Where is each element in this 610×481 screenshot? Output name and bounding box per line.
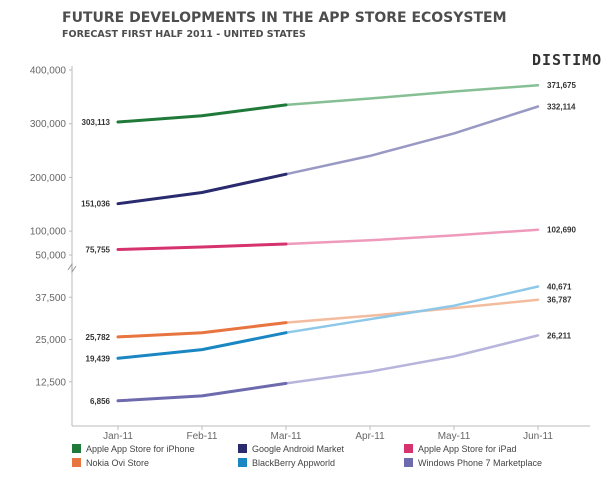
series-line-forecast <box>284 105 540 176</box>
brand-logo: DISTIMO <box>532 51 602 69</box>
y-tick-label: 200,000 <box>30 173 67 184</box>
y-tick-label: 12,500 <box>35 377 66 388</box>
y-tick-label: 300,000 <box>30 119 67 130</box>
legend-label: Google Android Market <box>252 444 345 454</box>
legend-label: Nokia Ovi Store <box>86 458 149 468</box>
legend: Apple App Store for iPhone Google Android… <box>72 444 542 468</box>
data-label-end: 26,211 <box>547 331 572 340</box>
y-tick-label: 50,000 <box>35 251 66 262</box>
data-label-end: 332,114 <box>547 102 576 111</box>
data-label-end: 40,671 <box>547 283 572 292</box>
data-label-end: 371,675 <box>547 81 576 90</box>
series-line-actual <box>116 381 288 403</box>
x-tick-label: May-11 <box>438 431 471 442</box>
chart-title: FUTURE DEVELOPMENTS IN THE APP STORE ECO… <box>62 10 507 26</box>
series-line-forecast <box>284 298 540 324</box>
legend-label: Apple App Store for iPhone <box>86 444 195 454</box>
series-line-actual <box>116 242 288 251</box>
legend-swatch <box>238 444 247 453</box>
x-tick-label: Jun-11 <box>523 431 553 442</box>
legend-label: BlackBerry Appworld <box>252 458 335 468</box>
data-label-start: 19,439 <box>86 354 111 363</box>
y-tick-label: 25,000 <box>35 335 66 346</box>
data-label-start: 151,036 <box>81 200 110 209</box>
series-line-forecast <box>284 285 540 334</box>
legend-swatch <box>72 458 81 467</box>
plot-area: 100,000 200,000 300,000 400,000 303,113 371,6… <box>30 66 590 442</box>
legend-swatch <box>238 458 247 467</box>
x-tick-label: Feb-11 <box>187 431 218 442</box>
series-line-forecast <box>284 83 540 107</box>
data-label-end: 102,690 <box>547 226 576 235</box>
data-label-start: 75,755 <box>86 246 111 255</box>
series-line-actual <box>116 321 288 339</box>
y-tick-label: 400,000 <box>30 66 67 77</box>
data-label-end: 36,787 <box>547 296 572 305</box>
legend-swatch <box>404 444 413 453</box>
y-tick-label: 100,000 <box>30 227 67 238</box>
data-label-start: 6,856 <box>90 397 111 406</box>
legend-label: Apple App Store for iPad <box>418 444 517 454</box>
series-line-forecast <box>284 228 540 246</box>
x-tick-label: Jan-11 <box>103 431 133 442</box>
data-label-start: 25,782 <box>86 333 111 342</box>
axis-break-icon <box>67 262 77 274</box>
chart-subtitle: FORECAST FIRST HALF 2011 - UNITED STATES <box>62 29 306 40</box>
series-line-actual <box>116 103 288 124</box>
legend-label: Windows Phone 7 Marketplace <box>418 458 542 468</box>
legend-swatch <box>72 444 81 453</box>
data-label-start: 303,113 <box>82 118 111 127</box>
series-line-actual <box>116 331 288 360</box>
x-tick-label: Mar-11 <box>271 431 302 442</box>
series-line-actual <box>116 172 288 206</box>
series-line-forecast <box>284 334 540 385</box>
legend-swatch <box>404 458 413 467</box>
y-tick-label: 37,500 <box>35 293 66 304</box>
x-tick-label: Apr-11 <box>355 431 385 442</box>
